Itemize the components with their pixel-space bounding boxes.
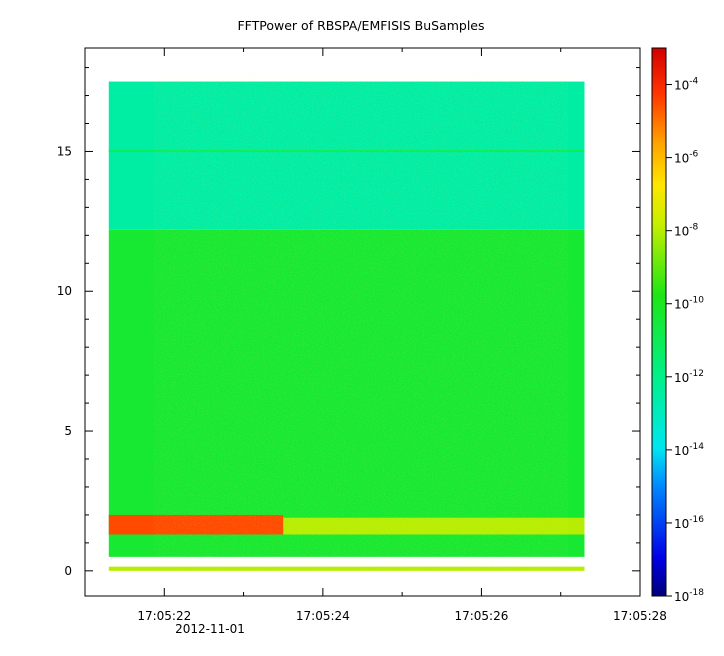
colorbar-tick-label: 10-12 — [674, 369, 704, 385]
colorbar-tick-label: 10-4 — [674, 77, 699, 93]
colorbar-tick-label: 10-16 — [674, 515, 704, 531]
x-tick-label: 17:05:26 — [454, 609, 508, 623]
colorbar: 10-4 10-6 10-8 10-10 10-12 10-14 10-16 10-18 — [651, 47, 704, 604]
heatmap-grain — [154, 73, 568, 571]
colorbar-tick-label: 10-6 — [674, 150, 699, 166]
colorbar-gradient — [651, 47, 667, 597]
chart-title: FFTPower of RBSPA/EMFISIS BuSamples — [237, 18, 484, 33]
colorbar-tick-label: 10-10 — [674, 296, 704, 312]
colorbar-ticks: 10-4 10-6 10-8 10-10 10-12 10-14 10-16 10-18 — [666, 77, 704, 604]
y-tick-label: 0 — [64, 564, 72, 578]
x-axis: 17:05:22 17:05:24 17:05:26 17:05:28 — [84, 48, 667, 623]
y-tick-label: 10 — [57, 284, 72, 298]
y-tick-label: 15 — [57, 144, 72, 158]
x-tick-label: 17:05:22 — [137, 609, 191, 623]
plot-area — [84, 47, 641, 597]
x-tick-label: 17:05:28 — [613, 609, 667, 623]
y-tick-label: 5 — [64, 424, 72, 438]
y-axis: 0 5 10 15 — [57, 67, 640, 578]
colorbar-tick-label: 10-8 — [674, 223, 699, 239]
x-tick-label: 17:05:24 — [296, 609, 350, 623]
colorbar-tick-label: 10-14 — [674, 442, 704, 458]
colorbar-tick-label: 10-18 — [674, 588, 704, 604]
x-date-label: 2012-11-01 — [175, 622, 245, 636]
